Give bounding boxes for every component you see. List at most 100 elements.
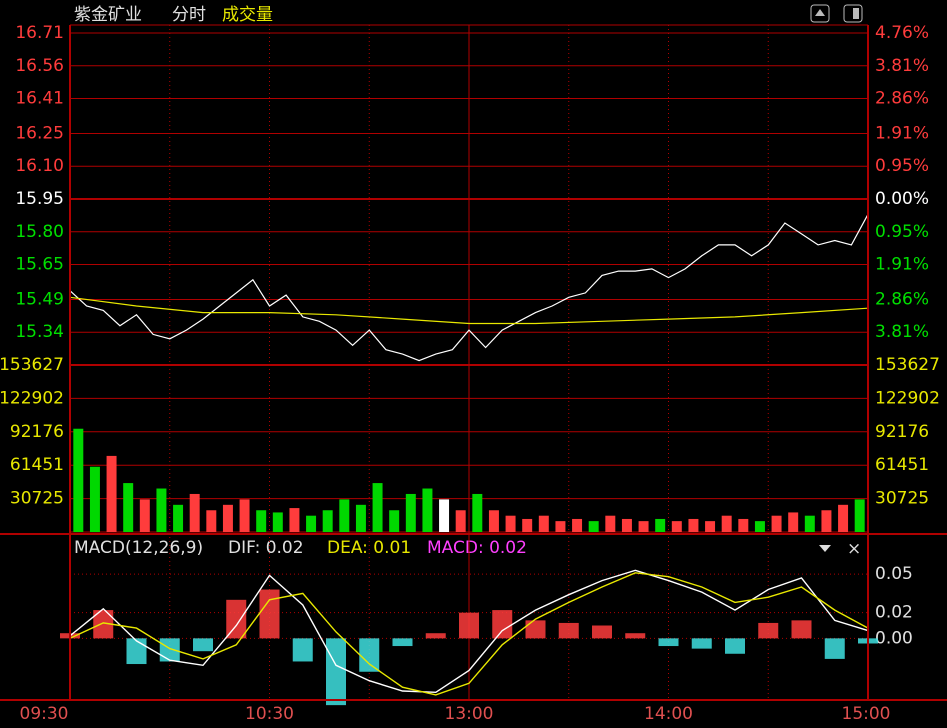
y-tick-label: 16.41	[15, 89, 64, 109]
x-tick-label: 14:00	[644, 704, 693, 724]
macd-bar	[392, 638, 413, 647]
volume-bar	[771, 515, 782, 532]
expand-arrow	[815, 9, 825, 16]
y-tick-label: 16.71	[15, 23, 64, 43]
dif-line	[69, 569, 869, 694]
volume-bar	[804, 515, 815, 532]
volume-bar	[738, 518, 749, 532]
volume-bar	[572, 518, 583, 532]
volume-bar	[289, 508, 300, 532]
y-tick-label: 15.65	[15, 255, 64, 275]
macd-bar	[326, 638, 346, 706]
y-tick-label: 16.25	[15, 123, 64, 143]
stock-name: 紫金矿业	[74, 5, 142, 25]
y2-tick-label: 3.81%	[875, 322, 929, 342]
y2-tick-label: 1.91%	[875, 255, 929, 275]
average-line	[69, 296, 869, 325]
panel-icon-fill	[853, 8, 859, 19]
volume-bar	[106, 455, 117, 532]
volume-bar	[222, 504, 233, 532]
x-tick-label: 15:00	[842, 704, 891, 724]
x-tick-label: 10:30	[245, 704, 294, 724]
y-tick-label: 15.34	[15, 322, 64, 342]
volume-bar	[239, 499, 250, 532]
y2-tick-label: 61451	[875, 455, 929, 475]
dea-line	[69, 572, 869, 696]
y2-tick-label: 153627	[875, 355, 940, 375]
macd-bar	[492, 610, 513, 639]
volume-bar	[439, 499, 450, 532]
x-tick-label: 13:00	[445, 704, 494, 724]
volume-bar	[588, 521, 599, 532]
y2-tick-label: 92176	[875, 422, 929, 442]
close-icon[interactable]: ×	[847, 539, 861, 559]
y-tick-label: 30725	[10, 489, 64, 509]
volume-bar	[488, 510, 499, 532]
y2-tick-label: 4.76%	[875, 23, 929, 43]
volume-bar	[705, 521, 716, 532]
y2-tick-label: 2.86%	[875, 289, 929, 309]
y-tick-label: 16.56	[15, 56, 64, 76]
volume-bar	[422, 488, 433, 532]
volume-bar	[838, 504, 849, 532]
volume-bar	[455, 510, 466, 532]
macd-bar	[791, 620, 812, 639]
volume-bar	[156, 488, 167, 532]
volume-bar	[405, 493, 416, 532]
y2-tick-label: 30725	[875, 489, 929, 509]
macd-value-label: MACD: 0.02	[427, 538, 527, 558]
macd-bar	[758, 622, 779, 639]
volume-bar	[173, 504, 184, 532]
volume-bar	[754, 521, 765, 532]
volume-bar	[89, 466, 100, 532]
volume-bar	[139, 499, 150, 532]
volume-bar	[638, 521, 649, 532]
volume-bar	[306, 515, 317, 532]
y2-tick-label: 0.02	[875, 603, 913, 623]
y-tick-label: 15.49	[15, 289, 64, 309]
macd-bar	[691, 638, 712, 649]
volume-bar	[538, 515, 549, 532]
volume-bar	[605, 515, 616, 532]
y2-tick-label: 0.00%	[875, 189, 929, 209]
y2-tick-label: 0.95%	[875, 222, 929, 242]
y-tick-label: 122902	[0, 388, 64, 408]
volume-bar	[339, 499, 350, 532]
volume-bar	[854, 499, 865, 532]
volume-bar	[621, 518, 632, 532]
macd-bar	[592, 625, 612, 639]
macd-bar	[725, 638, 745, 654]
volume-bar	[688, 518, 699, 532]
volume-bar	[821, 510, 832, 532]
volume-bar	[505, 515, 516, 532]
dif-label: DIF: 0.02	[228, 538, 304, 558]
volume-bar	[355, 504, 366, 532]
macd-bar	[226, 599, 247, 639]
macd-bar	[558, 622, 579, 639]
y2-tick-label: 1.91%	[875, 123, 929, 143]
volume-bar	[721, 515, 732, 532]
toolbar-icons[interactable]	[810, 4, 863, 23]
volume-bar	[671, 521, 682, 532]
dropdown-icon[interactable]	[819, 545, 831, 552]
panel-icon[interactable]	[843, 4, 863, 23]
y-tick-label: 92176	[10, 422, 64, 442]
volume-bar	[655, 518, 666, 532]
volume-bar	[73, 428, 84, 532]
volume-bar	[522, 518, 533, 532]
mode: 分时	[172, 5, 206, 25]
volume-bar	[123, 483, 134, 532]
macd-bar	[459, 612, 479, 639]
volume-bar	[322, 510, 333, 532]
y-tick-label: 153627	[0, 355, 64, 375]
macd-bar	[625, 633, 646, 639]
y-tick-label: 15.95	[15, 189, 64, 209]
y-tick-label: 16.10	[15, 156, 64, 176]
y2-tick-label: 2.86%	[875, 89, 929, 109]
macd-bar	[159, 638, 180, 662]
y-tick-label: 15.80	[15, 222, 64, 242]
expand-icon[interactable]	[810, 4, 830, 23]
macd-bar	[292, 638, 313, 662]
